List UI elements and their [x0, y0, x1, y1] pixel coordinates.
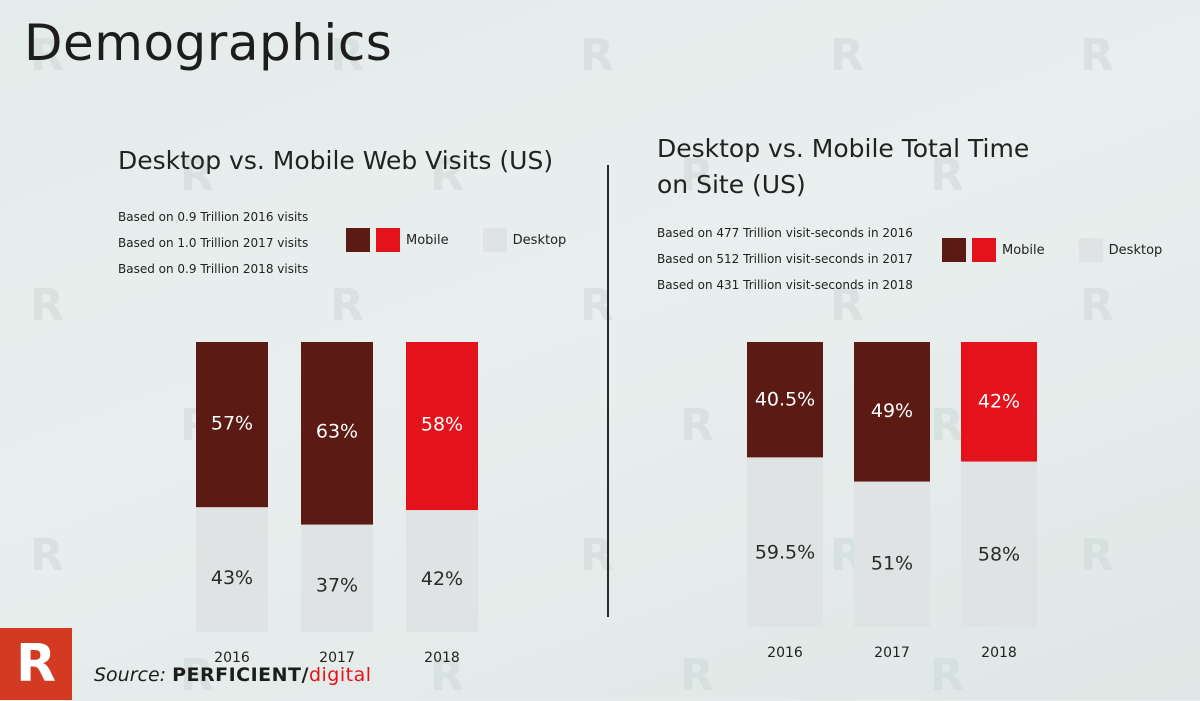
legend-mobile-label: Mobile — [406, 232, 449, 248]
right-note-2018: Based on 431 Trillion visit-seconds in 2… — [657, 278, 913, 292]
page-title: Demographics — [24, 14, 393, 72]
bar-mobile-2016 — [196, 342, 268, 508]
bar-desktop-2017 — [301, 524, 373, 632]
category-label-2016: 2016 — [767, 645, 803, 661]
watermark-letter: R — [680, 650, 714, 701]
label-mobile-2018: 42% — [978, 390, 1020, 412]
watermark-letter: R — [180, 650, 214, 701]
right-chart-title-line2: on Site (US) — [657, 170, 806, 199]
label-mobile-2017: 49% — [871, 400, 913, 422]
watermark-letter: R — [580, 30, 614, 81]
bar-mobile-2018 — [961, 342, 1037, 462]
watermark-letter: R — [30, 30, 64, 81]
watermark-letter: R — [830, 30, 864, 81]
bar-mobile-2016 — [747, 342, 823, 458]
right-note-2017: Based on 512 Trillion visit-seconds in 2… — [657, 252, 913, 266]
bar-desktop-2018 — [406, 510, 478, 632]
source-credit: Source: PERFICIENT/digital — [94, 664, 372, 686]
left-note-2018: Based on 0.9 Trillion 2018 visits — [118, 262, 309, 276]
bar-desktop-2016 — [747, 457, 823, 627]
label-desktop-2017: 51% — [871, 553, 913, 575]
legend-mobile-red-swatch — [376, 228, 400, 252]
label-mobile-2017: 63% — [316, 421, 358, 443]
watermark-letter: R — [430, 650, 464, 701]
watermark-letter: R — [330, 280, 364, 331]
bar-desktop-2018 — [961, 461, 1037, 627]
watermark-letter: R — [30, 530, 64, 581]
legend-mobile-red-swatch — [972, 238, 996, 262]
label-mobile-2016: 57% — [211, 412, 253, 434]
chart-divider — [607, 165, 609, 617]
left-chart-notes: Based on 0.9 Trillion 2016 visits Based … — [118, 204, 308, 282]
label-mobile-2018: 58% — [421, 414, 463, 436]
right-chart-legend: Mobile Desktop — [942, 238, 1162, 262]
legend-desktop-label: Desktop — [1108, 242, 1163, 258]
legend-mobile-label: Mobile — [1002, 242, 1045, 258]
category-label-2016: 2016 — [214, 650, 250, 666]
bar-mobile-2017 — [854, 342, 930, 482]
left-chart-legend: Mobile Desktop — [346, 228, 566, 252]
watermark-letter: R — [680, 400, 714, 451]
watermark-letter: R — [680, 150, 714, 201]
label-desktop-2017: 37% — [316, 575, 358, 597]
label-desktop-2018: 42% — [421, 568, 463, 590]
watermark-letter: R — [1080, 30, 1114, 81]
right-chart-notes: Based on 477 Trillion visit-seconds in 2… — [657, 220, 913, 298]
bar-desktop-2016 — [196, 507, 268, 632]
category-label-2018: 2018 — [424, 650, 460, 666]
watermark-letter: R — [330, 30, 364, 81]
left-note-2016: Based on 0.9 Trillion 2016 visits — [118, 210, 309, 224]
label-mobile-2016: 40.5% — [755, 388, 815, 410]
brand-logo: R — [0, 628, 72, 700]
legend-desktop-label: Desktop — [512, 232, 567, 248]
watermark-letter: R — [430, 150, 464, 201]
bar-mobile-2018 — [406, 342, 478, 511]
label-desktop-2016: 59.5% — [755, 542, 815, 564]
source-brand-suffix: digital — [308, 664, 372, 686]
source-label: Source: — [94, 664, 167, 686]
source-brand: PERFICIENT/digital — [172, 664, 372, 686]
watermark-letter: R — [930, 150, 964, 201]
category-label-2017: 2017 — [874, 645, 910, 661]
right-note-2016: Based on 477 Trillion visit-seconds in 2… — [657, 226, 913, 240]
bar-mobile-2017 — [301, 342, 373, 525]
watermark-letter: R — [830, 280, 864, 331]
source-brand-name: PERFICIENT — [172, 664, 302, 686]
watermark-letter: R — [180, 150, 214, 201]
watermark-letter: R — [30, 280, 64, 331]
legend-mobile-dark-swatch — [942, 238, 966, 262]
legend-desktop-swatch — [1078, 238, 1103, 262]
right-chart-title: Desktop vs. Mobile Total Time on Site (U… — [657, 131, 1029, 203]
left-note-2017: Based on 1.0 Trillion 2017 visits — [118, 236, 309, 250]
legend-desktop-swatch — [482, 228, 507, 252]
bar-desktop-2017 — [854, 481, 930, 627]
right-bar-chart: 40.5% 59.5% 2016 49% 51% 2017 42% 58% 2018 — [747, 342, 1037, 661]
right-chart-title-line1: Desktop vs. Mobile Total Time — [657, 134, 1030, 163]
label-desktop-2016: 43% — [211, 567, 253, 589]
legend-mobile-dark-swatch — [346, 228, 370, 252]
watermark-letter: R — [930, 650, 964, 701]
category-label-2017: 2017 — [319, 650, 355, 666]
left-bar-chart: 57% 43% 2016 63% 37% 2017 58% 42% 2018 — [196, 342, 478, 666]
label-desktop-2018: 58% — [978, 544, 1020, 566]
watermark-letter: R — [930, 400, 964, 451]
category-label-2018: 2018 — [981, 645, 1017, 661]
watermark-letter: R — [1080, 530, 1114, 581]
watermark-letter: R — [1080, 280, 1114, 331]
left-chart-title: Desktop vs. Mobile Web Visits (US) — [118, 146, 554, 175]
